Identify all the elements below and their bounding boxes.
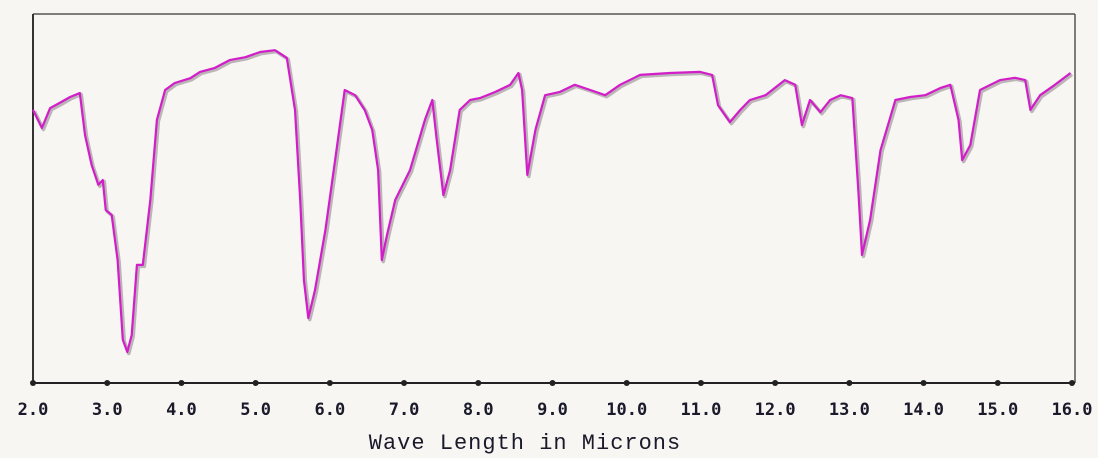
x-tick-label: 4.0 [166, 400, 197, 420]
x-tick-mark [1069, 380, 1075, 386]
x-tick-mark [252, 380, 259, 386]
x-tick-mark [475, 380, 482, 386]
x-tick-mark [178, 380, 185, 386]
x-tick-mark [623, 380, 630, 386]
x-tick-label: 9.0 [537, 400, 568, 420]
x-tick-mark [326, 380, 333, 386]
x-axis-title: Wave Length in Microns [369, 431, 681, 456]
x-tick-mark [920, 380, 927, 386]
x-tick-mark [846, 380, 853, 386]
x-tick-label: 6.0 [314, 400, 345, 420]
x-tick-label: 5.0 [240, 400, 271, 420]
x-tick-label: 11.0 [680, 400, 721, 420]
x-tick-label: 8.0 [463, 400, 494, 420]
x-tick-label: 12.0 [755, 400, 796, 420]
x-tick-mark [401, 380, 408, 386]
x-tick-label: 2.0 [18, 400, 49, 420]
x-tick-mark [994, 380, 1001, 386]
x-tick-mark [697, 380, 704, 386]
x-tick-label: 7.0 [389, 400, 420, 420]
x-tick-label: 13.0 [829, 400, 870, 420]
x-tick-mark [30, 380, 36, 386]
x-tick-mark [104, 380, 111, 386]
line-shadow [32, 49, 1074, 356]
x-tick-mark [549, 380, 556, 386]
x-tick-label: 3.0 [92, 400, 123, 420]
x-tick-label: 16.0 [1052, 400, 1093, 420]
x-tick-label: 15.0 [977, 400, 1018, 420]
x-tick-mark [772, 380, 779, 386]
spectrum-line [32, 49, 1072, 354]
x-tick-label: 10.0 [606, 400, 647, 420]
x-tick-label: 14.0 [903, 400, 944, 420]
